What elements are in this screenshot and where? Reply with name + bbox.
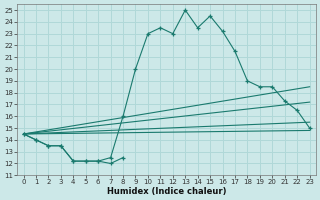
- X-axis label: Humidex (Indice chaleur): Humidex (Indice chaleur): [107, 187, 226, 196]
